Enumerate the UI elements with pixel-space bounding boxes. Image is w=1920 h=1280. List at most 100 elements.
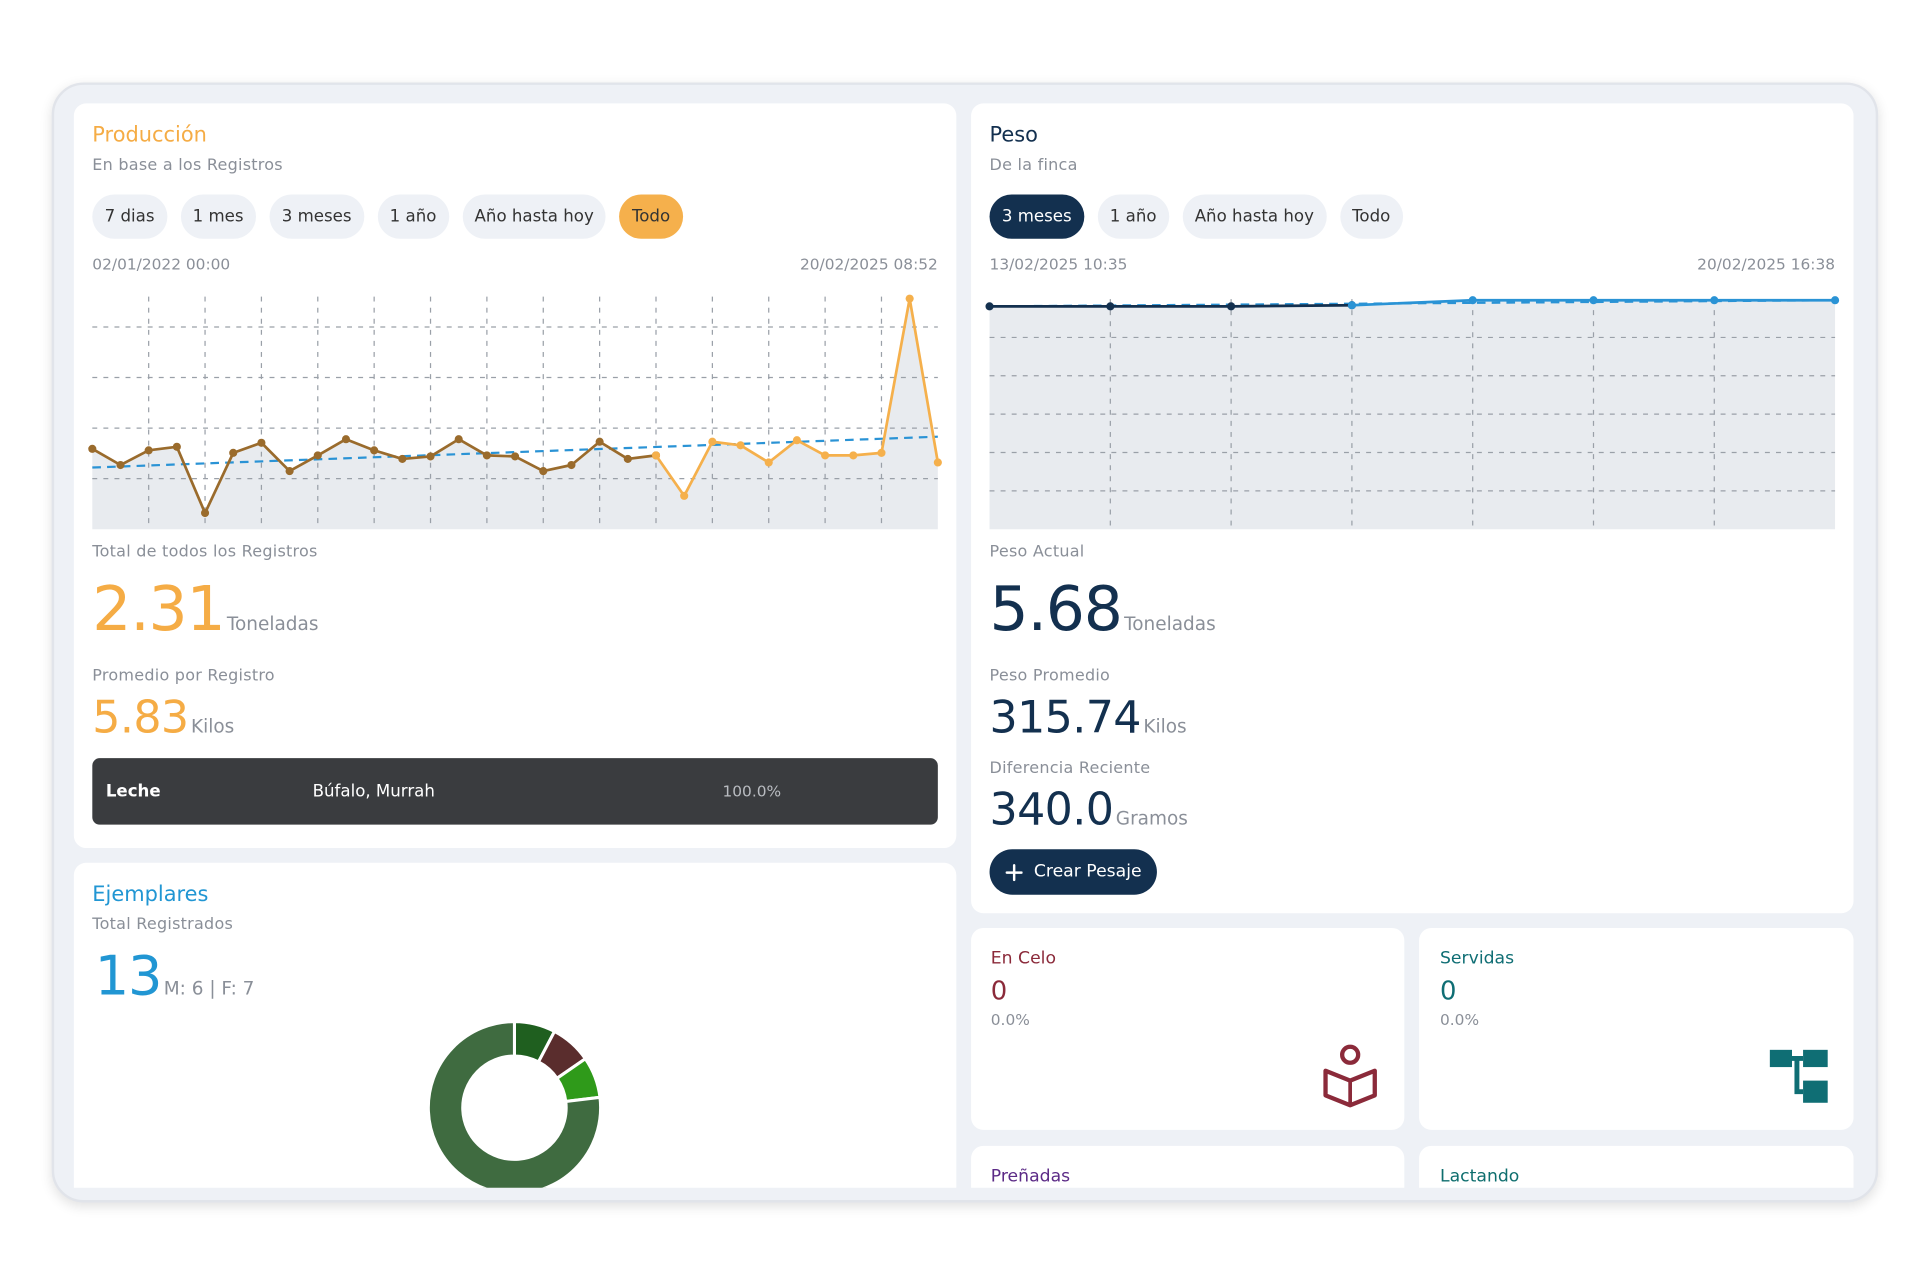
stat-label: Total de todos los Registros [92, 542, 318, 562]
area [655, 298, 938, 530]
point [623, 454, 632, 464]
point [680, 491, 689, 500]
range-start: 02/01/2022 00:00 [92, 254, 231, 274]
viewport: Producción En base a los Registros 7 dia… [53, 84, 1877, 1188]
filter-group: 3 meses 1 año Año hasta hoy Todo [989, 194, 1403, 239]
filter-chip[interactable]: 3 meses [989, 194, 1084, 239]
line [989, 303, 1352, 308]
stat-value: 340.0 [989, 785, 1114, 836]
share: 100.0% [722, 781, 782, 800]
point [200, 508, 210, 518]
plus-icon [1005, 863, 1023, 882]
filter-chip[interactable]: 3 meses [269, 194, 364, 239]
stat-unit: Gramos [1115, 807, 1188, 830]
stat-unit: Toneladas [1124, 612, 1216, 636]
stat-card-label: Lactando [1439, 1166, 1520, 1187]
filter-chip[interactable]: Todo [1339, 194, 1403, 239]
point [821, 451, 830, 460]
stat-value: 2.31 [92, 573, 225, 645]
filter-chip[interactable]: 7 dias [92, 194, 167, 239]
point [905, 294, 914, 303]
point [454, 435, 463, 444]
point [1468, 296, 1477, 305]
point [877, 448, 886, 457]
area [989, 305, 1352, 530]
stat-label: Peso Actual [989, 542, 1085, 562]
stat-card-value: 0 [990, 975, 1008, 1006]
range-start: 13/02/2025 10:35 [989, 254, 1128, 274]
filter-chip[interactable]: Año hasta hoy [462, 194, 607, 239]
product: Leche [105, 781, 161, 802]
stat-card-value: 0 [1439, 975, 1457, 1006]
stat-value: 5.83 [92, 692, 189, 744]
filter-chip[interactable]: 1 año [1097, 194, 1169, 239]
stat-label: Promedio por Registro [92, 667, 275, 686]
card-subtitle: De la finca [989, 156, 1078, 175]
point [933, 458, 942, 467]
filter-group: 7 dias 1 mes 3 meses 1 año Año hasta hoy Todo [92, 194, 683, 239]
stat: 5.83 Kilos [92, 693, 234, 743]
trend-line [92, 435, 938, 469]
point [426, 452, 435, 461]
stat-card [1419, 1145, 1854, 1188]
point [1347, 301, 1356, 310]
donut-slice [426, 1019, 603, 1188]
point [172, 442, 181, 451]
card-subtitle: Total Registrados [92, 915, 234, 935]
content: Producción En base a los Registros 7 dia… [53, 84, 1877, 1188]
point [116, 460, 125, 470]
point [341, 435, 351, 444]
stat: 2.31 Toneladas [92, 574, 318, 645]
stat-unit: M: 6 | F: 7 [163, 977, 255, 1000]
stat-unit: Toneladas [226, 612, 319, 636]
heat-icon [1323, 1044, 1377, 1108]
range-end: 20/02/2025 08:52 [799, 254, 938, 274]
stat-unit: Kilos [1143, 715, 1187, 738]
stat-card [971, 1145, 1405, 1188]
stat-value: 315.74 [989, 692, 1142, 744]
breed: Búfalo, Murrah [312, 781, 435, 802]
point [1106, 302, 1115, 311]
stat: 13 M: 6 | F: 7 [95, 945, 255, 1008]
filter-chip[interactable]: 1 mes [180, 194, 256, 239]
point [736, 441, 745, 450]
point [985, 302, 994, 311]
stat-label: Peso Promedio [989, 667, 1111, 686]
button-label: Crear Pesaje [1033, 861, 1142, 882]
point [1227, 302, 1236, 311]
point [370, 446, 379, 455]
card-title: Producción [92, 123, 207, 148]
stat-label: Diferencia Reciente [989, 759, 1151, 778]
filter-chip[interactable]: Año hasta hoy [1182, 194, 1327, 239]
card-title: Peso [989, 123, 1038, 148]
create-button[interactable]: Crear Pesaje [989, 849, 1157, 895]
point [313, 451, 322, 460]
stat-card-label: Servidas [1439, 948, 1515, 969]
point [1710, 296, 1719, 305]
card-subtitle: En base a los Registros [92, 156, 283, 175]
point [229, 448, 238, 457]
breakdown-row[interactable]: Leche Búfalo, Murrah 100.0% [92, 758, 938, 825]
point [144, 446, 153, 455]
card-title: Ejemplares [92, 882, 209, 908]
stat-unit: Kilos [190, 715, 235, 738]
point [539, 467, 548, 476]
point [595, 437, 604, 446]
point [849, 451, 858, 460]
point [482, 451, 491, 460]
point [651, 451, 661, 460]
stat-card-percent: 0.0% [1439, 1010, 1480, 1029]
served-icon [1769, 1049, 1828, 1103]
range-end: 20/02/2025 16:38 [1697, 254, 1836, 274]
filter-chip[interactable]: 1 año [377, 194, 449, 239]
point [511, 452, 520, 461]
charts [88, 294, 1840, 1188]
stat: 315.74 Kilos [990, 693, 1187, 743]
point [567, 460, 576, 470]
point [708, 437, 717, 446]
point [792, 436, 801, 445]
filter-chip[interactable]: Todo [619, 194, 683, 239]
point [285, 467, 294, 476]
